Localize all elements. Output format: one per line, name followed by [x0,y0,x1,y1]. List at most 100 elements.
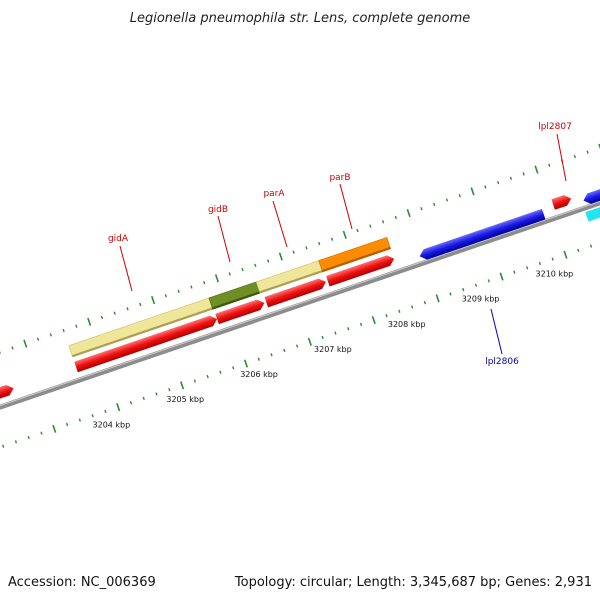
inner-tick-minor [257,357,260,361]
callout-lpl2806 [490,308,503,355]
outer-tick-minor [445,198,449,202]
gene-gidB[interactable] [208,281,261,310]
map-title: Legionella pneumophila str. Lens, comple… [130,11,471,26]
scale-label: 3207 kbp [314,345,352,354]
accession-text: Accession: NC_006369 [8,575,156,590]
outer-tick-minor [62,328,65,333]
outer-tick-minor [292,250,295,254]
outer-tick-minor [522,172,525,176]
inner-tick-minor [462,287,465,292]
cds-reverse-arrow-lpl2806[interactable] [418,208,546,262]
cds-forward-arrow-3[interactable] [215,298,266,325]
label-parA[interactable]: parA [263,189,285,199]
inner-tick-minor [283,348,286,353]
scale-label: 3205 kbp [166,395,204,404]
inner-tick-minor [155,392,158,396]
outer-tick-minor [75,324,78,328]
inner-tick-major [563,250,568,259]
inner-tick-minor [423,300,427,305]
outer-tick-minor [573,154,576,159]
cds-forward-arrow-5[interactable] [326,253,396,287]
outer-tick-minor [509,176,513,180]
inner-tick-minor [474,283,478,287]
outer-tick-major [406,209,411,218]
outer-tick-minor [369,224,372,228]
inner-tick-minor [168,387,171,392]
outer-tick-minor [100,315,104,320]
inner-tick-minor [334,331,337,335]
inner-tick-major [243,359,249,368]
genome-backbone-highlight [0,187,600,421]
inner-tick-minor [449,292,452,296]
inner-tick-minor [40,431,43,435]
scale-label: 3208 kbp [388,320,426,329]
outer-tick-major [534,165,539,174]
outer-tick-minor [113,311,116,315]
inner-tick-minor [359,322,363,327]
outer-tick-row [0,143,600,354]
inner-tick-minor [129,401,133,405]
cds-reverse-arrow-edge[interactable] [582,183,600,206]
outer-tick-minor [381,220,385,224]
cds-forward-arrow-2[interactable] [74,314,219,373]
callout-gidA [119,245,133,292]
inner-tick-minor [270,353,273,357]
inner-tick-major [307,337,312,346]
cds-forward-arrow-lpl2807[interactable] [551,193,573,210]
inner-tick-minor [104,409,107,414]
outer-tick-minor [318,241,321,246]
callout-lpl2807 [556,133,567,182]
genome-summary-text: Topology: circular; Length: 3,345,687 bp… [234,575,592,590]
outer-tick-minor [356,228,359,233]
outer-tick-minor [36,337,40,341]
outer-tick-minor [190,285,193,289]
label-parB[interactable]: parB [329,173,350,183]
inner-tick-major [499,272,504,281]
inner-tick-minor [78,418,81,422]
callout-gidB [217,215,231,263]
scale-label: 3210 kbp [536,269,574,278]
inner-tick-minor [538,261,542,266]
inner-tick-minor [347,327,350,331]
outer-tick-minor [139,302,142,307]
inner-tick-minor [27,435,30,440]
inner-tick-minor [385,314,388,318]
inner-tick-major [180,381,185,390]
gene-parA[interactable] [255,260,323,294]
label-gidA[interactable]: gidA [108,234,129,244]
outer-tick-minor [548,163,551,167]
outer-tick-minor [266,259,270,263]
inner-tick-minor [398,309,401,313]
outer-tick-minor [254,263,257,267]
outer-tick-major [342,230,347,239]
inner-tick-minor [206,374,209,379]
label-lpl2806[interactable]: lpl2806 [485,357,519,367]
outer-tick-major [23,339,28,348]
outer-tick-minor [484,185,487,189]
cds-forward-arrow-4[interactable] [264,277,328,308]
outer-tick-minor [330,237,334,241]
outer-tick-major [278,252,283,261]
inner-tick-major [371,315,376,325]
outer-tick-minor [126,307,129,311]
outer-tick-minor [586,150,589,154]
inner-tick-minor [91,414,94,418]
outer-tick-major [470,187,475,196]
outer-tick-major [151,296,156,305]
inner-tick-major [52,424,57,433]
label-lpl2807[interactable]: lpl2807 [538,122,572,132]
inner-tick-minor [2,444,5,448]
gene-parB[interactable] [318,237,392,273]
scale-label: 3204 kbp [93,420,131,429]
outer-tick-minor [228,272,231,276]
outer-tick-minor [394,215,398,220]
gene-cyan-edge[interactable] [585,199,600,222]
outer-tick-major [87,317,92,326]
callouts [119,133,567,355]
callout-parB [339,183,353,230]
label-gidB[interactable]: gidB [208,205,228,215]
outer-tick-minor [203,281,206,285]
genome-backbone [0,186,600,424]
callout-parA [272,200,288,248]
